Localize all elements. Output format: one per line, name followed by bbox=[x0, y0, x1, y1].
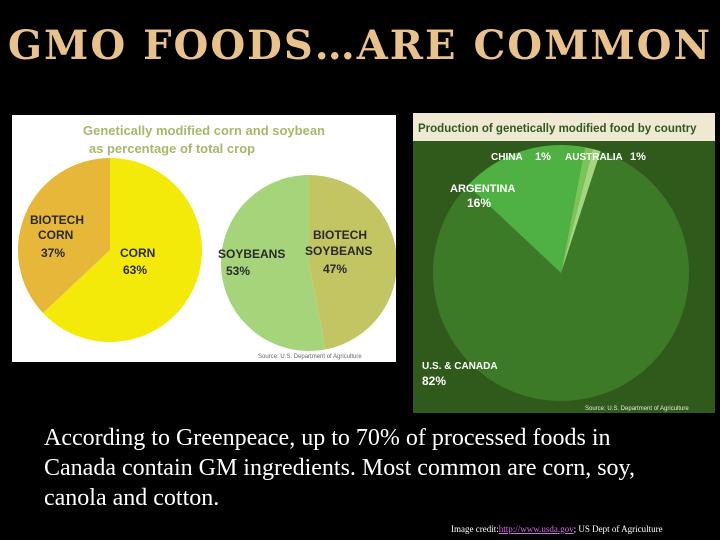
country-pie bbox=[433, 145, 689, 402]
biotech-soybeans-label-line1: BIOTECH bbox=[313, 228, 367, 242]
country-production-pie: Production of genetically modified food … bbox=[413, 113, 715, 412]
right-chart-title: Production of genetically modified food … bbox=[418, 123, 697, 135]
china-label: CHINA bbox=[491, 152, 523, 163]
pie-slice-corn bbox=[42, 158, 202, 342]
left-chart-source: Source: U.S. Department of Agriculture bbox=[258, 354, 362, 360]
argentina-value: 16% bbox=[467, 196, 491, 210]
soybean-pie bbox=[221, 175, 398, 351]
pie-slice-soybeans bbox=[221, 175, 326, 351]
biotech-soybeans-value: 47% bbox=[323, 262, 347, 276]
corn-pie bbox=[17, 158, 202, 342]
biotech-corn-value: 37% bbox=[41, 246, 65, 260]
pie-slice-biotech-soybeans bbox=[309, 175, 398, 350]
biotech-corn-label-line1: BIOTECH bbox=[30, 213, 84, 227]
soybeans-value: 53% bbox=[226, 264, 250, 278]
us-canada-label: U.S. & CANADA bbox=[422, 361, 498, 372]
china-value: 1% bbox=[535, 151, 551, 163]
pie-slice-australia bbox=[561, 149, 601, 273]
right-chart-source: Source: U.S. Department of Agriculture bbox=[585, 406, 689, 412]
argentina-label: ARGENTINA bbox=[450, 183, 515, 195]
image-credit: Image credit:http://www.usda.gov; US Dep… bbox=[451, 524, 663, 534]
credit-suffix: ; US Dept of Agriculture bbox=[573, 524, 663, 534]
left-chart-subtitle: as percentage of total crop bbox=[89, 141, 255, 156]
pie-slice-u-s-canada bbox=[433, 151, 689, 402]
corn-label: CORN bbox=[120, 246, 155, 260]
corn-soybean-pies: Genetically modified corn and soybean as… bbox=[17, 123, 398, 360]
right-chart-title-bar bbox=[413, 113, 715, 141]
australia-label: AUSTRALIA bbox=[565, 152, 623, 163]
pie-slice-biotech-corn bbox=[17, 158, 110, 313]
australia-value: 1% bbox=[630, 151, 646, 163]
pie-slice-china bbox=[561, 147, 593, 273]
country-production-chart-panel: Production of genetically modified food … bbox=[413, 113, 715, 413]
biotech-soybeans-label-line2: SOYBEANS bbox=[305, 244, 372, 258]
us-canada-value: 82% bbox=[422, 374, 446, 388]
corn-value: 63% bbox=[123, 263, 147, 277]
soybeans-label: SOYBEANS bbox=[218, 247, 285, 261]
left-chart-title: Genetically modified corn and soybean bbox=[83, 123, 325, 138]
pie-slice-argentina bbox=[467, 145, 585, 273]
usda-link[interactable]: http://www.usda.gov bbox=[498, 524, 574, 534]
body-text: According to Greenpeace, up to 70% of pr… bbox=[44, 425, 635, 511]
biotech-corn-label-line2: CORN bbox=[38, 228, 73, 242]
corn-soybean-chart-panel: Genetically modified corn and soybean as… bbox=[12, 115, 398, 362]
credit-prefix: Image credit: bbox=[451, 524, 499, 534]
slide-title: GMO FOODS…ARE COMMON bbox=[7, 22, 713, 69]
